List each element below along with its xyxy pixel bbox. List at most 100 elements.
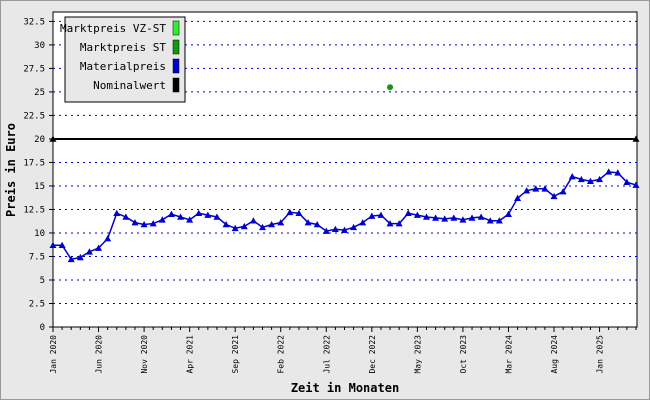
data-point xyxy=(577,175,585,183)
y-tick-label: 25 xyxy=(34,88,45,98)
x-tick-label: Oct 2023 xyxy=(459,335,468,374)
data-point xyxy=(341,226,348,233)
data-point xyxy=(295,209,303,217)
data-point xyxy=(249,217,257,224)
data-point xyxy=(313,221,321,228)
data-point xyxy=(85,248,93,255)
y-tick-label: 32.5 xyxy=(23,17,45,27)
legend-label: Nominalwert xyxy=(93,79,166,92)
data-point xyxy=(304,219,312,226)
data-point xyxy=(113,209,121,217)
data-point xyxy=(495,217,503,224)
y-tick-label: 0 xyxy=(40,323,45,333)
end-marker xyxy=(49,135,57,142)
data-point xyxy=(240,222,248,230)
x-tick-label: Nov 2020 xyxy=(140,335,149,374)
data-point xyxy=(231,224,239,232)
y-tick-label: 7.5 xyxy=(29,252,45,262)
data-point xyxy=(486,217,494,224)
data-point xyxy=(586,177,594,185)
data-point xyxy=(359,219,367,226)
data-point xyxy=(259,223,267,231)
data-point xyxy=(140,221,148,228)
data-point xyxy=(104,235,112,242)
data-point xyxy=(204,211,212,218)
data-point xyxy=(322,227,330,234)
data-point xyxy=(222,221,230,228)
data-point xyxy=(368,212,376,219)
x-tick-label: Mar 2024 xyxy=(504,335,513,374)
data-point xyxy=(432,214,440,221)
data-point xyxy=(277,219,285,226)
y-tick-label: 20 xyxy=(34,135,45,145)
data-point xyxy=(422,213,430,220)
data-point xyxy=(413,211,421,218)
data-point xyxy=(596,175,604,183)
legend-swatch xyxy=(172,20,180,36)
x-tick-label: Jun 2020 xyxy=(95,335,104,374)
x-tick-label: Feb 2022 xyxy=(277,335,286,374)
data-point xyxy=(387,84,394,91)
data-point xyxy=(331,225,339,233)
legend-label: Marktpreis VZ-ST xyxy=(60,22,166,35)
data-point xyxy=(286,208,294,216)
legend-swatch xyxy=(172,77,180,93)
data-point xyxy=(386,220,394,227)
data-point xyxy=(213,213,221,220)
legend-label: Materialpreis xyxy=(80,60,166,73)
data-point xyxy=(95,244,103,251)
y-tick-label: 2.5 xyxy=(29,299,45,309)
x-tick-label: Jan 2020 xyxy=(49,335,58,374)
data-point xyxy=(541,185,549,192)
x-tick-label: Dec 2022 xyxy=(368,335,377,374)
data-point xyxy=(623,178,631,185)
data-point xyxy=(532,185,540,192)
data-point xyxy=(632,181,640,188)
data-point xyxy=(268,221,276,228)
data-point xyxy=(477,213,485,220)
data-point xyxy=(186,216,194,223)
y-tick-label: 30 xyxy=(34,41,45,51)
data-point xyxy=(177,213,185,220)
data-point xyxy=(377,211,385,218)
x-tick-label: Aug 2024 xyxy=(550,335,559,374)
y-tick-label: 10 xyxy=(34,229,45,239)
data-point xyxy=(49,241,57,248)
data-point xyxy=(450,214,458,221)
y-tick-label: 15 xyxy=(34,182,45,192)
data-point xyxy=(441,215,449,222)
data-point xyxy=(131,219,139,226)
data-point xyxy=(350,223,358,231)
x-tick-label: Apr 2021 xyxy=(186,335,195,374)
y-tick-label: 22.5 xyxy=(23,111,45,121)
data-point xyxy=(605,168,613,175)
data-point xyxy=(76,253,84,261)
data-point xyxy=(459,216,467,223)
data-point xyxy=(468,214,476,221)
legend-swatch xyxy=(172,58,180,74)
data-point xyxy=(568,173,576,180)
y-axis-title: Preis in Euro xyxy=(4,123,18,217)
y-tick-label: 12.5 xyxy=(23,205,45,215)
y-tick-label: 17.5 xyxy=(23,158,45,168)
x-tick-label: Jan 2025 xyxy=(596,335,605,374)
y-tick-label: 5 xyxy=(40,276,45,286)
data-point xyxy=(195,209,203,217)
legend-swatch xyxy=(172,39,180,55)
data-point xyxy=(395,220,403,227)
y-tick-label: 27.5 xyxy=(23,64,45,74)
x-tick-label: Sep 2021 xyxy=(231,335,240,374)
x-axis-title: Zeit in Monaten xyxy=(291,381,399,395)
data-point xyxy=(67,255,75,263)
data-point xyxy=(614,169,622,176)
data-point xyxy=(158,216,166,223)
data-point xyxy=(523,187,531,194)
data-point xyxy=(504,210,512,217)
legend-label: Marktpreis ST xyxy=(80,41,166,54)
data-point xyxy=(514,194,522,201)
x-tick-label: Jul 2022 xyxy=(322,335,331,374)
data-point xyxy=(550,192,558,200)
data-point xyxy=(149,220,157,227)
data-point xyxy=(122,213,130,220)
